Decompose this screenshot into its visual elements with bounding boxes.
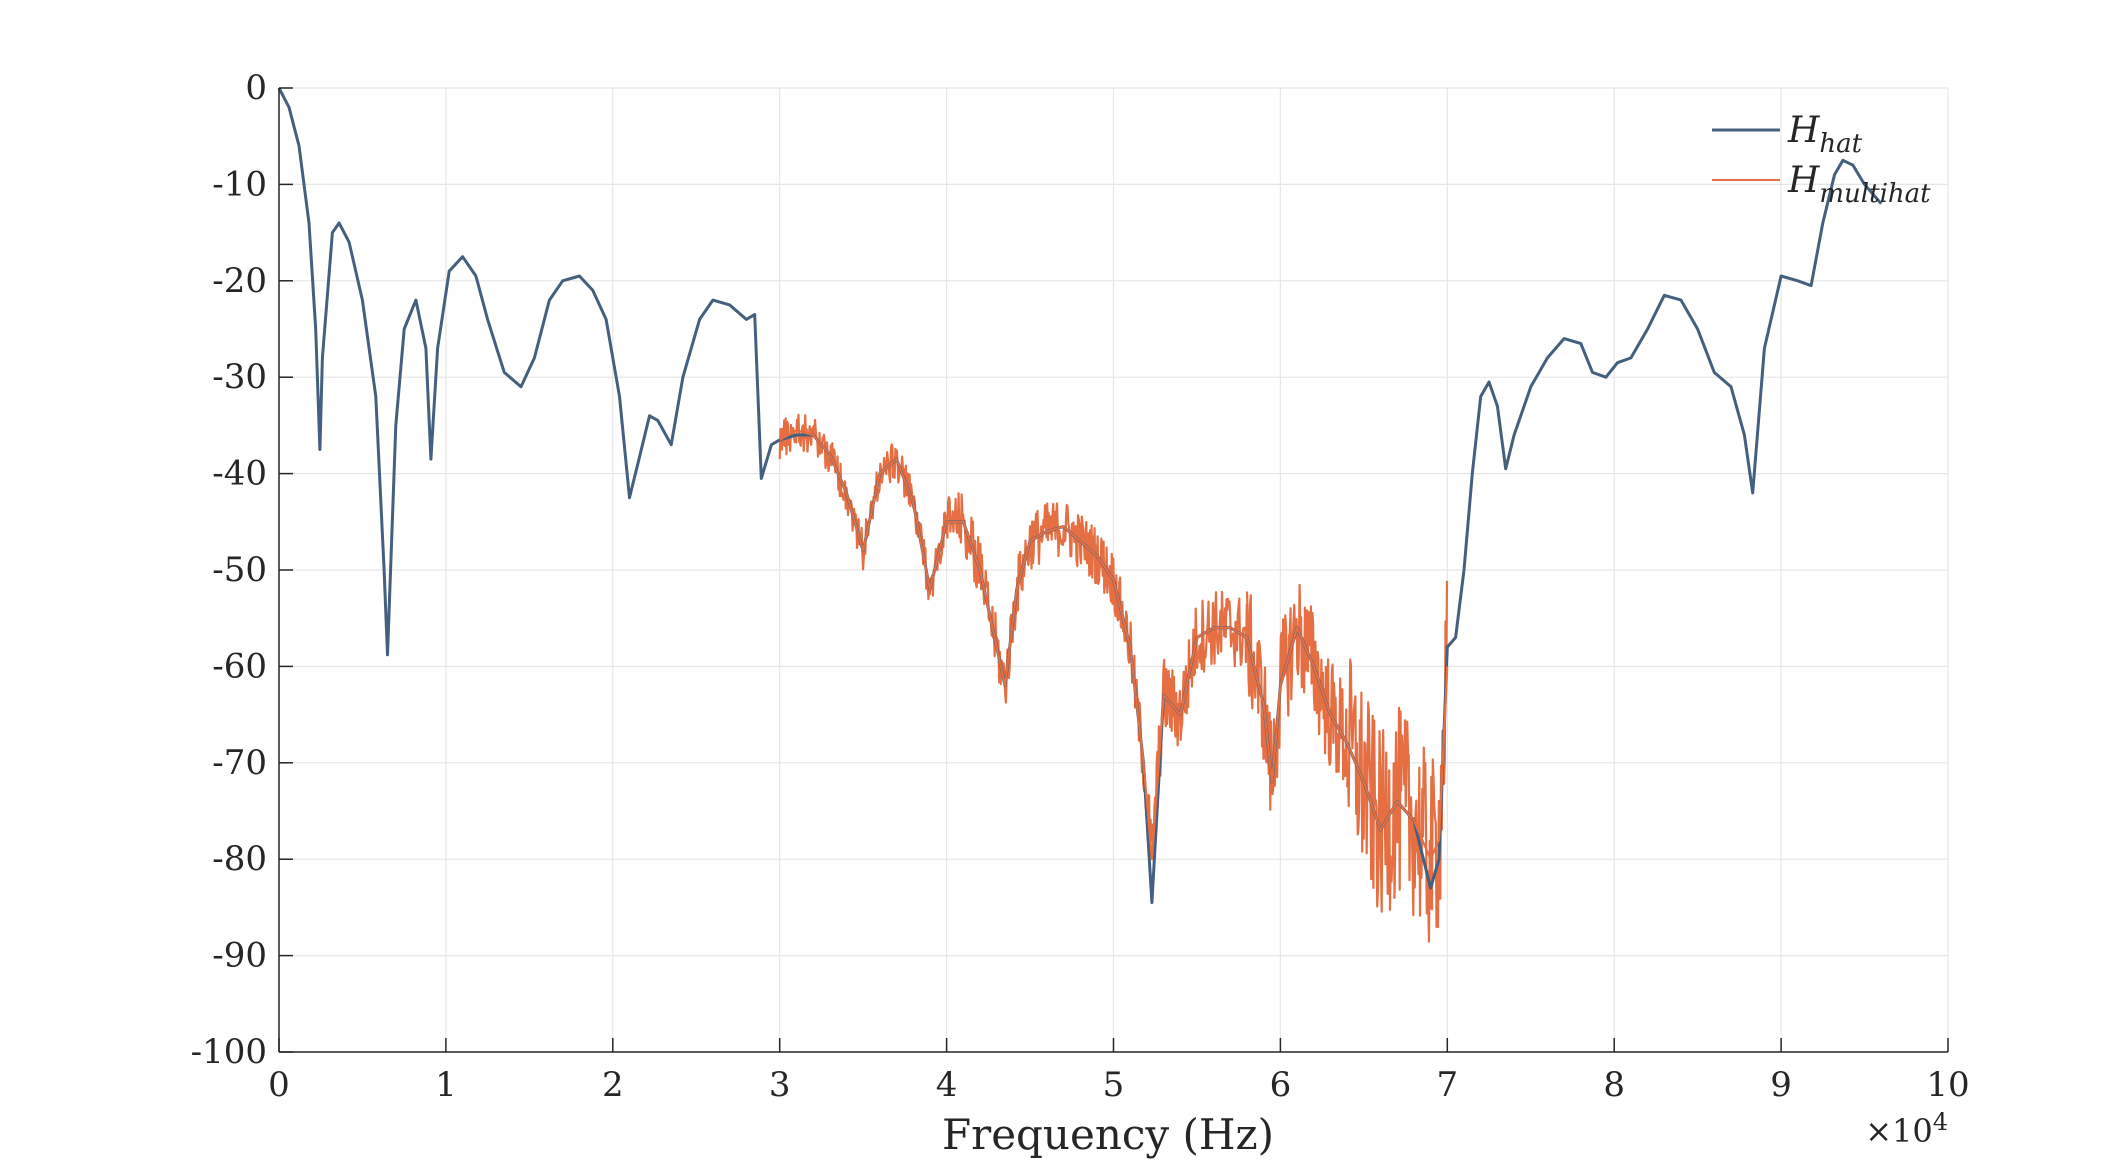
y-tick-label: -10 — [212, 164, 267, 204]
y-tick-label: -50 — [212, 550, 267, 590]
y-tick-label: -40 — [212, 454, 267, 494]
x-exponent-power: 4 — [1933, 1108, 1948, 1136]
x-axis-exponent: ×104 — [1865, 1108, 1948, 1150]
y-tick-label: -20 — [212, 261, 267, 301]
x-tick-label: 6 — [1270, 1065, 1292, 1105]
x-tick-label: 8 — [1603, 1065, 1625, 1105]
x-tick-label: 4 — [936, 1065, 958, 1105]
x-tick-label: 7 — [1436, 1065, 1458, 1105]
x-tick-label: 10 — [1926, 1065, 1969, 1105]
y-tick-label: -70 — [212, 743, 267, 783]
x-tick-label: 9 — [1770, 1065, 1792, 1105]
x-exponent-base: ×10 — [1865, 1112, 1933, 1150]
x-tick-label: 0 — [268, 1065, 290, 1105]
series-line-h-multihat — [779, 429, 1449, 861]
x-tick-label: 3 — [769, 1065, 791, 1105]
legend-label-sub: hat — [1819, 129, 1862, 159]
x-tick-label: 1 — [435, 1065, 457, 1105]
x-axis-label: Frequency (Hz) — [942, 1110, 1274, 1159]
legend-label-sub: multihat — [1819, 179, 1931, 209]
x-tick-label: 2 — [602, 1065, 624, 1105]
legend-label-main: H — [1787, 160, 1820, 201]
noise-band-line — [1145, 590, 1248, 859]
noise-band-line — [1346, 580, 1449, 943]
x-tick-label: 5 — [1103, 1065, 1125, 1105]
y-tick-label: -30 — [212, 357, 267, 397]
y-tick-label: -90 — [212, 936, 267, 976]
noise-band-line — [1245, 583, 1348, 811]
legend-label: Hmultihat — [1787, 160, 1931, 209]
plot-area: 0 1 2 3 4 5 6 7 8 9 10 0 -10 -20 -30 -40 -50 -60 -70 -80 -90… — [191, 68, 1970, 1105]
legend-label: Hhat — [1787, 110, 1863, 159]
y-tick-label: -80 — [212, 839, 267, 879]
y-tick-label: -100 — [191, 1032, 267, 1072]
y-tick-label: 0 — [245, 68, 267, 108]
noise-band-line — [945, 492, 1148, 810]
y-tick-label: -60 — [212, 646, 267, 686]
legend-label-main: H — [1787, 110, 1820, 151]
